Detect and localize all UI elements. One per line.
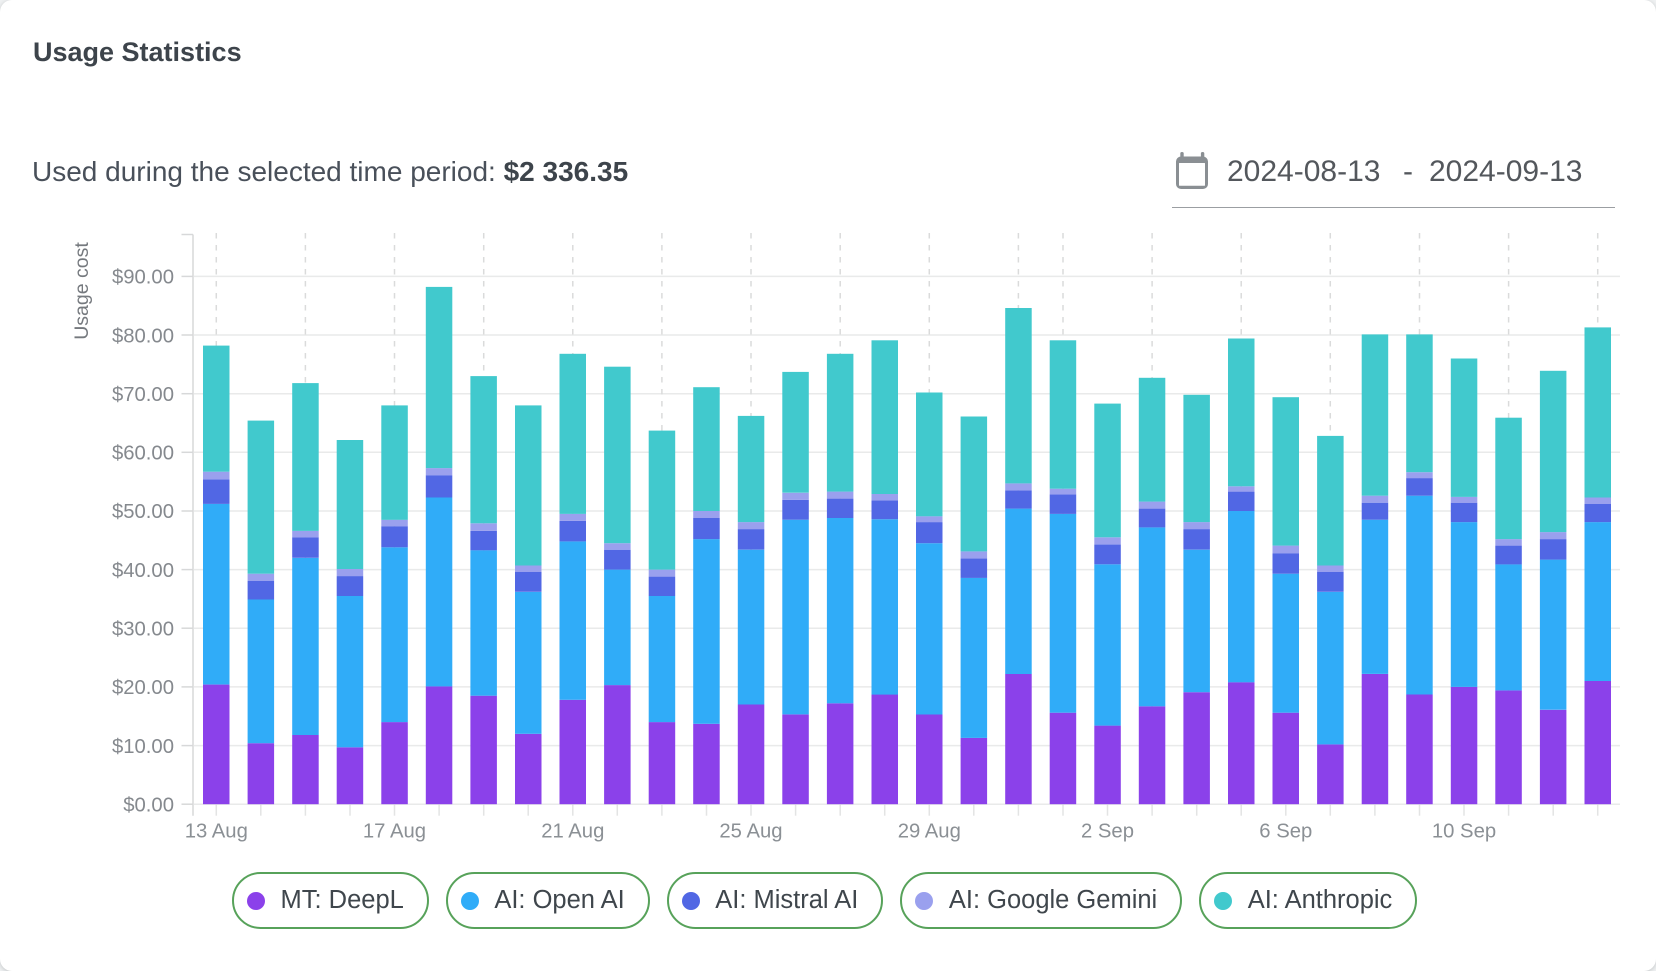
svg-text:$90.00: $90.00 (112, 267, 174, 289)
svg-text:$40.00: $40.00 (112, 560, 174, 582)
svg-text:6 Sep: 6 Sep (1259, 821, 1312, 843)
svg-text:13 Aug: 13 Aug (185, 821, 248, 843)
svg-text:25 Aug: 25 Aug (719, 821, 782, 843)
svg-text:$0.00: $0.00 (123, 795, 174, 817)
svg-text:$30.00: $30.00 (112, 619, 174, 641)
svg-text:2 Sep: 2 Sep (1081, 821, 1134, 843)
svg-text:$20.00: $20.00 (112, 677, 174, 699)
svg-text:17 Aug: 17 Aug (363, 821, 426, 843)
svg-text:$80.00: $80.00 (112, 325, 174, 347)
svg-text:$70.00: $70.00 (112, 384, 174, 406)
svg-text:29 Aug: 29 Aug (898, 821, 961, 843)
svg-text:$10.00: $10.00 (112, 736, 174, 758)
svg-text:Usage cost: Usage cost (71, 242, 93, 340)
svg-text:$60.00: $60.00 (112, 443, 174, 465)
svg-text:10 Sep: 10 Sep (1432, 821, 1496, 843)
svg-text:21 Aug: 21 Aug (541, 821, 604, 843)
svg-text:$50.00: $50.00 (112, 501, 174, 523)
